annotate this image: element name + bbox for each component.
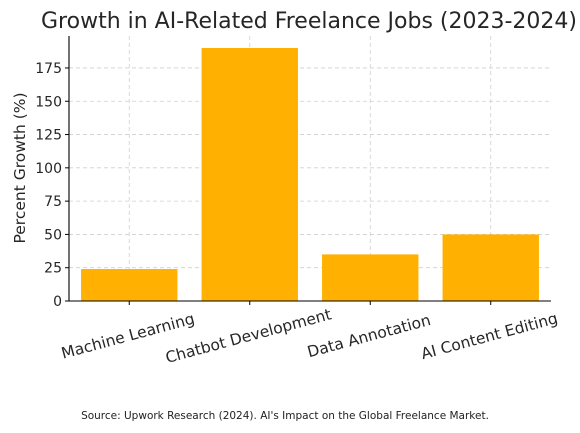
y-ticks: 0 25 50 75 100 125 150 175 <box>35 61 69 310</box>
y-tick-label: 150 <box>35 94 62 110</box>
bar-ai-content-editing <box>442 234 539 301</box>
y-tick-label: 175 <box>35 61 62 77</box>
axes <box>68 36 551 302</box>
y-axis-label: Percent Growth (%) <box>11 92 29 243</box>
bar-machine-learning <box>81 269 178 301</box>
y-tick-label: 75 <box>44 194 62 210</box>
y-tick-label: 125 <box>35 128 62 144</box>
chart-title: Growth in AI-Related Freelance Jobs (202… <box>41 9 577 34</box>
y-tick-label: 0 <box>53 294 62 310</box>
bar-data-annotation <box>322 254 419 301</box>
y-tick-label: 25 <box>44 261 62 277</box>
y-tick-label: 100 <box>35 161 62 177</box>
y-tick-label: 50 <box>44 227 62 243</box>
bar-chatbot-development <box>201 47 298 301</box>
bars <box>81 47 539 301</box>
source-note: Source: Upwork Research (2024). AI's Imp… <box>81 410 489 422</box>
x-tick-label: AI Content Editing <box>419 309 560 363</box>
